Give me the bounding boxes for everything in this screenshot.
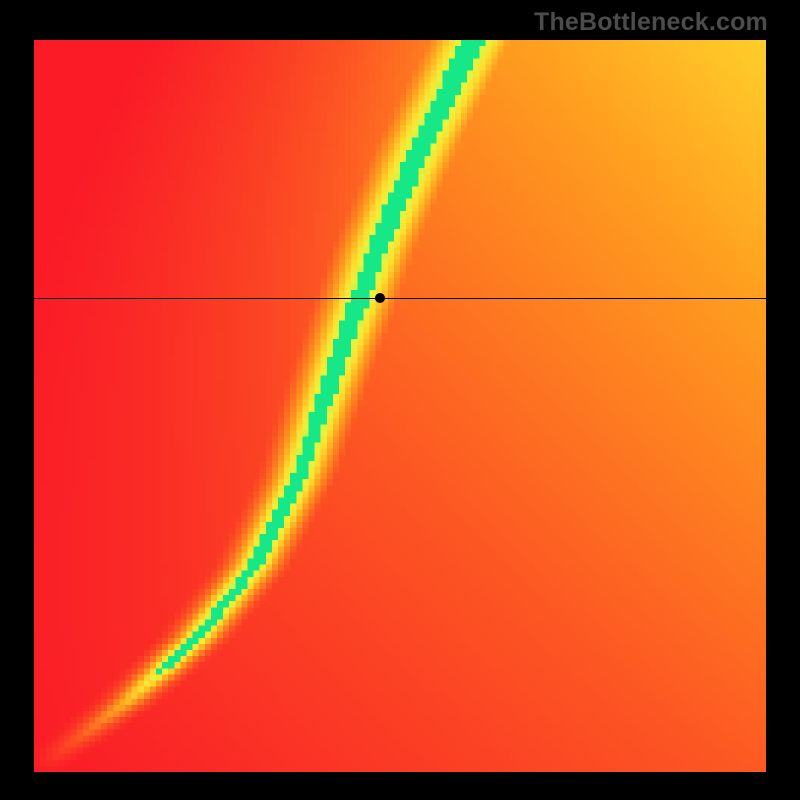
- chart-root: TheBottleneck.com: [0, 0, 800, 800]
- plot-area: [34, 40, 766, 772]
- crosshair-vertical: [380, 772, 381, 800]
- crosshair-dot: [375, 293, 385, 303]
- watermark-text: TheBottleneck.com: [534, 8, 768, 37]
- heatmap-canvas: [34, 40, 766, 772]
- crosshair-horizontal: [34, 298, 766, 299]
